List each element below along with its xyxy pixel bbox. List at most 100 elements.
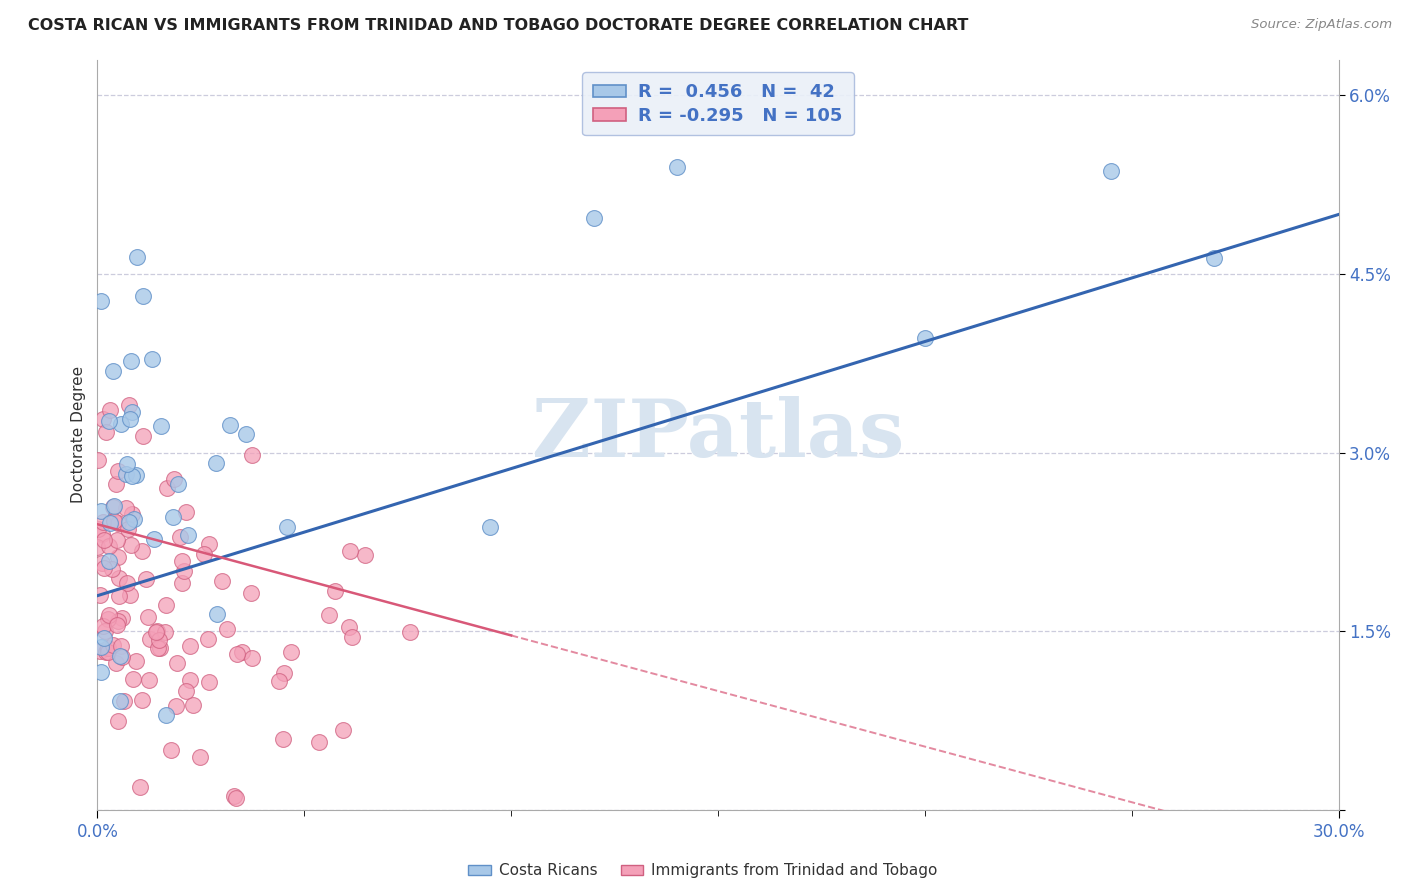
Legend: Costa Ricans, Immigrants from Trinidad and Tobago: Costa Ricans, Immigrants from Trinidad a… [463, 857, 943, 884]
Point [110, 610, 132, 624]
Point [205, 607, 228, 621]
Point [219, 418, 242, 433]
Point [118, 412, 141, 426]
Point [98, 516, 121, 530]
Point [103, 638, 125, 652]
Point [181, 698, 204, 713]
Point [136, 610, 159, 624]
Point [94, 624, 117, 638]
Point [174, 684, 197, 698]
Point [914, 331, 936, 345]
Point [98, 539, 121, 553]
Point [179, 673, 201, 687]
Point [225, 647, 247, 661]
Point [94, 645, 117, 659]
Point [240, 651, 263, 665]
Point [122, 512, 145, 526]
Point [107, 614, 129, 628]
Point [1204, 252, 1226, 266]
Point [269, 674, 291, 689]
Point [225, 791, 247, 805]
Point [121, 404, 143, 418]
Point [86, 540, 108, 554]
Point [97, 641, 120, 656]
Point [115, 575, 138, 590]
Point [125, 250, 148, 264]
Point [108, 589, 131, 603]
Point [165, 698, 187, 713]
Point [103, 499, 125, 513]
Point [156, 481, 179, 495]
Point [167, 477, 190, 491]
Point [90, 504, 112, 518]
Point [139, 632, 162, 647]
Point [110, 650, 132, 665]
Point [142, 532, 165, 546]
Point [120, 354, 142, 368]
Point [160, 742, 183, 756]
Point [93, 632, 115, 646]
Point [93, 561, 115, 575]
Point [215, 623, 238, 637]
Point [94, 425, 117, 440]
Point [235, 427, 257, 442]
Point [108, 694, 131, 708]
Point [89, 588, 111, 602]
Point [163, 472, 186, 486]
Point [131, 543, 153, 558]
Point [172, 575, 194, 590]
Point [97, 645, 120, 659]
Point [115, 501, 138, 516]
Text: Source: ZipAtlas.com: Source: ZipAtlas.com [1251, 18, 1392, 31]
Point [332, 723, 354, 737]
Point [90, 527, 112, 541]
Point [132, 289, 155, 303]
Point [118, 515, 141, 529]
Point [169, 530, 191, 544]
Point [205, 456, 228, 470]
Point [89, 644, 111, 658]
Point [101, 364, 124, 378]
Point [193, 547, 215, 561]
Point [112, 694, 135, 708]
Point [91, 515, 114, 529]
Point [198, 674, 221, 689]
Point [318, 608, 340, 623]
Point [149, 640, 172, 655]
Point [148, 633, 170, 648]
Point [90, 665, 112, 679]
Point [135, 572, 157, 586]
Point [125, 654, 148, 668]
Text: ZIPatlas: ZIPatlas [531, 396, 904, 474]
Point [479, 520, 502, 534]
Point [174, 506, 197, 520]
Point [665, 160, 688, 174]
Point [118, 398, 141, 412]
Point [87, 453, 110, 467]
Point [179, 639, 201, 653]
Point [107, 533, 129, 547]
Point [141, 351, 163, 366]
Point [97, 554, 120, 568]
Point [155, 599, 177, 613]
Legend: R =  0.456   N =  42, R = -0.295   N = 105: R = 0.456 N = 42, R = -0.295 N = 105 [582, 72, 853, 136]
Point [240, 448, 263, 462]
Point [105, 617, 128, 632]
Point [153, 625, 176, 640]
Point [121, 507, 143, 521]
Point [108, 571, 131, 585]
Point [91, 618, 114, 632]
Point [107, 516, 129, 530]
Point [145, 624, 167, 638]
Point [125, 468, 148, 483]
Point [129, 780, 152, 794]
Point [354, 548, 377, 562]
Point [87, 522, 110, 536]
Point [231, 645, 253, 659]
Point [97, 612, 120, 626]
Point [155, 707, 177, 722]
Point [107, 714, 129, 728]
Point [120, 538, 142, 552]
Point [323, 584, 346, 599]
Point [188, 750, 211, 764]
